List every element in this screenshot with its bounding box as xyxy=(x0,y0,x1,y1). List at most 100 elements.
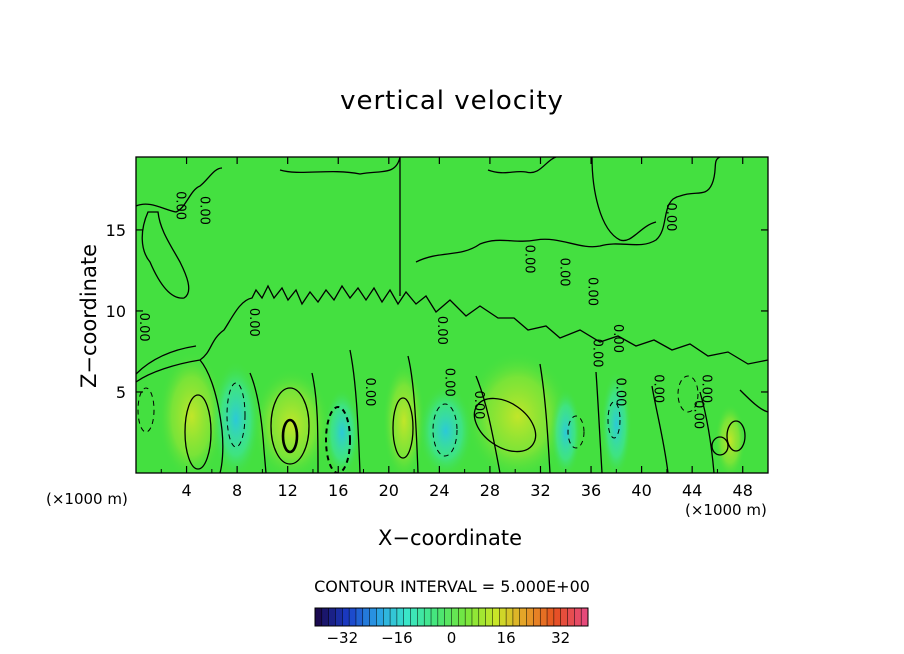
y-axis: 5 10 15 xyxy=(106,221,768,402)
colorbar-segment xyxy=(499,608,507,626)
colorbar-segment xyxy=(315,608,323,626)
updraft-cell xyxy=(714,403,746,473)
colorbar-segment xyxy=(424,608,432,626)
x-tick-label: 24 xyxy=(429,481,449,500)
chart-title: vertical velocity xyxy=(340,86,564,116)
contour-ellipse-5 xyxy=(473,397,537,453)
contour-ellipse-2 xyxy=(281,418,299,454)
colorbar-segment xyxy=(547,608,555,626)
downdraft-cell xyxy=(601,370,632,473)
colorbar-segment xyxy=(560,608,569,626)
colorbar-segment xyxy=(519,608,528,626)
dashed-contour-1 xyxy=(226,382,246,448)
contour-label: 0.00 xyxy=(610,324,625,353)
contour-lines xyxy=(136,157,768,473)
contour-label: 0.00 xyxy=(585,277,600,306)
colorbar-segment xyxy=(533,608,541,626)
plot-frame xyxy=(135,156,769,474)
colorbar-segment xyxy=(403,608,412,626)
colorbar-segment xyxy=(581,608,589,626)
contour-label: 0.00 xyxy=(698,374,713,403)
colorbar-segment xyxy=(574,608,582,626)
colorbar-segment xyxy=(485,608,493,626)
dashed-contour-4 xyxy=(567,415,585,449)
contour-label: 0.00 xyxy=(590,339,605,368)
x-tick-label: 48 xyxy=(733,481,753,500)
updraft-cell xyxy=(382,361,426,473)
contour-label: 0.00 xyxy=(172,191,187,220)
x-tick-label: 8 xyxy=(232,481,242,500)
contour-line-main xyxy=(136,284,768,383)
y-tick-label: 10 xyxy=(106,302,126,321)
colorbar-segment xyxy=(492,608,500,626)
contour-label: 0.00 xyxy=(196,196,211,225)
contour-labels: 0.000.00 0.00 0.000.00 0.000.000.00 0.000.00… xyxy=(136,191,713,429)
colorbar-segment xyxy=(417,608,425,626)
contour-ellipse-4 xyxy=(392,397,414,459)
colorbar-tick-label: −32 xyxy=(326,629,358,647)
colorbar-segment xyxy=(506,608,514,626)
colorbar-segment xyxy=(342,608,350,626)
contour-label: 0.00 xyxy=(691,400,706,429)
contour-ellipse-6 xyxy=(726,420,746,452)
x-tick-label: 16 xyxy=(328,481,348,500)
colorbar-segment xyxy=(335,608,343,626)
x-tick-label: 12 xyxy=(278,481,298,500)
colorbar-segment xyxy=(390,608,398,626)
colorbar-segment xyxy=(437,608,446,626)
x-tick-label: 36 xyxy=(581,481,601,500)
contour-label: 0.00 xyxy=(557,258,572,287)
dashed-contour-5 xyxy=(607,401,621,439)
x-tick-label: 4 xyxy=(181,481,191,500)
downdraft-cell xyxy=(211,360,261,473)
colorbar-tick-label: −16 xyxy=(381,629,413,647)
colorbar-segment xyxy=(444,608,452,626)
dashed-contour-2 xyxy=(325,406,351,473)
colorbar-segment xyxy=(540,608,548,626)
x-tick-label: 20 xyxy=(379,481,399,500)
colorbar-segment xyxy=(526,608,534,626)
colorbar-segment xyxy=(362,608,371,626)
contour-ellipse-7 xyxy=(711,436,729,456)
contour-label: 0.00 xyxy=(521,245,536,274)
colorbar-segment xyxy=(567,608,575,626)
x-axis-label: X−coordinate xyxy=(378,526,522,550)
colorbar-segment xyxy=(376,608,384,626)
colorbar-segment xyxy=(512,608,521,626)
colorbar-segment xyxy=(328,608,336,626)
contour-line-upper xyxy=(136,157,721,296)
contour-label: 0.00 xyxy=(650,374,665,403)
contour-label: 0.00 xyxy=(434,316,449,345)
contour-label: 0.00 xyxy=(442,368,457,397)
x-tick-label: 32 xyxy=(530,481,550,500)
contour-label: 0.00 xyxy=(362,377,377,406)
colorbar-segment xyxy=(355,608,364,626)
x-unit-label-right: (×1000 m) xyxy=(685,501,767,519)
x-tick-label: 40 xyxy=(631,481,651,500)
colorbar-segment xyxy=(410,608,418,626)
colorbar-segment xyxy=(471,608,480,626)
colorbar-tick-label: 16 xyxy=(497,629,516,647)
contour-label: 0.00 xyxy=(246,308,261,337)
y-tick-label: 15 xyxy=(106,221,126,240)
downdraft-cell xyxy=(418,384,473,473)
colorbar-segment xyxy=(349,608,357,626)
contour-label: 0.00 xyxy=(471,390,486,419)
colorbar-segment xyxy=(396,608,405,626)
colorbar-segment xyxy=(383,608,391,626)
dashed-contour-3 xyxy=(432,403,458,457)
negative-contour-lines xyxy=(137,375,699,473)
colorbar: −32 −16 0 16 32 xyxy=(314,607,589,647)
colorbar-segment xyxy=(369,608,377,626)
colorbar-segment xyxy=(478,608,487,626)
colorbar-segment xyxy=(431,608,439,626)
contour-line-lobe xyxy=(141,211,190,299)
x-unit-label-left: (×1000 m) xyxy=(46,490,128,508)
colorbar-segment xyxy=(553,608,562,626)
x-tick-label: 28 xyxy=(480,481,500,500)
contour-label: 0.00 xyxy=(612,377,627,406)
dashed-contour-7 xyxy=(137,387,155,433)
colorbar-segment xyxy=(465,608,473,626)
x-axis: 4 8 12 16 20 24 28 32 36 40 44 48 xyxy=(160,157,753,500)
